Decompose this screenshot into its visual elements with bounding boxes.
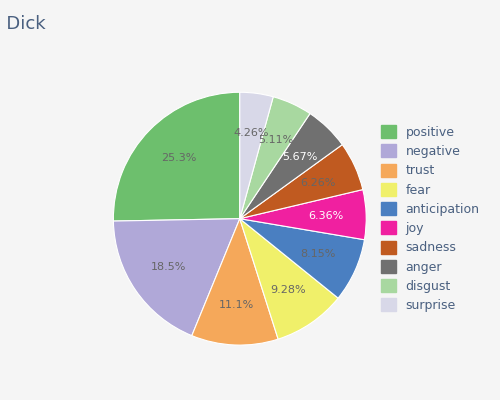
Text: 25.3%: 25.3% — [160, 154, 196, 164]
Text: 4.26%: 4.26% — [234, 128, 269, 138]
Wedge shape — [240, 97, 310, 219]
Text: 8.15%: 8.15% — [300, 249, 336, 259]
Wedge shape — [114, 92, 240, 221]
Wedge shape — [240, 219, 364, 298]
Wedge shape — [114, 219, 240, 336]
Text: 5.67%: 5.67% — [282, 152, 317, 162]
Legend: positive, negative, trust, fear, anticipation, joy, sadness, anger, disgust, sur: positive, negative, trust, fear, anticip… — [376, 120, 484, 317]
Text: 11.1%: 11.1% — [218, 300, 254, 310]
Wedge shape — [240, 190, 366, 240]
Text: 6.36%: 6.36% — [308, 211, 344, 221]
Text: 9.28%: 9.28% — [270, 285, 306, 295]
Text: Moby Dick: Moby Dick — [0, 15, 46, 33]
Wedge shape — [240, 145, 363, 219]
Wedge shape — [240, 114, 342, 219]
Text: 5.11%: 5.11% — [258, 136, 293, 146]
Wedge shape — [240, 92, 273, 219]
Wedge shape — [192, 219, 278, 345]
Text: 6.26%: 6.26% — [300, 178, 336, 188]
Wedge shape — [240, 219, 338, 339]
Text: 18.5%: 18.5% — [151, 262, 186, 272]
